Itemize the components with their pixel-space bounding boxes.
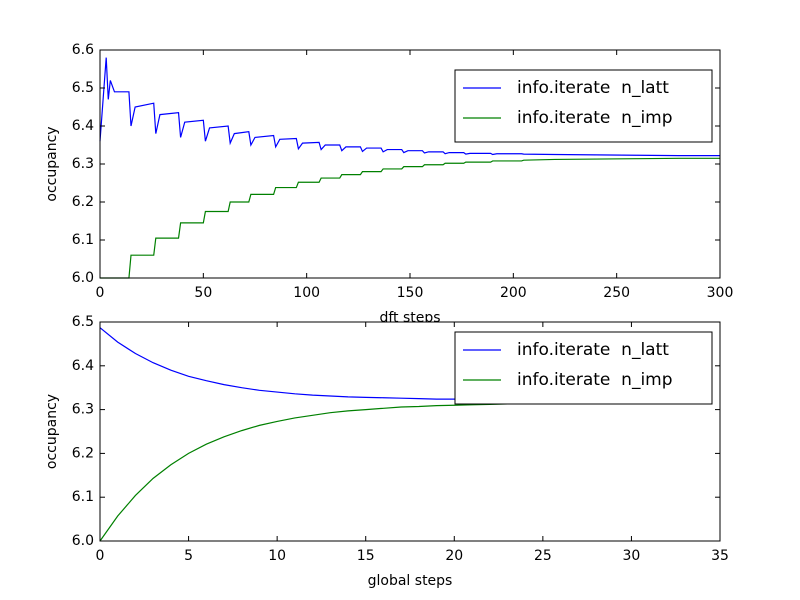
y-tick-label: 6.4 [72, 118, 94, 134]
x-tick-label: 15 [357, 548, 375, 564]
y-tick-label: 6.6 [72, 42, 94, 58]
series-line [100, 157, 720, 279]
y-tick-label: 6.0 [72, 533, 94, 549]
y-tick-label: 6.5 [72, 80, 94, 96]
x-tick-label: 200 [500, 285, 527, 301]
series-line [99, 57, 720, 157]
x-tick-label: 50 [194, 285, 212, 301]
y-axis-label: occupancy [44, 126, 60, 201]
x-tick-label: 150 [397, 285, 424, 301]
x-tick-label: 100 [293, 285, 320, 301]
y-tick-label: 6.2 [72, 445, 94, 461]
x-tick-label: 30 [623, 548, 641, 564]
legend-label: info.iterate n_latt [517, 340, 669, 360]
x-tick-label: 10 [268, 548, 286, 564]
y-tick-label: 6.3 [72, 402, 94, 418]
legend-box [454, 331, 713, 405]
y-tick-label: 6.1 [72, 489, 94, 505]
x-tick-label: 0 [96, 548, 105, 564]
y-tick-label: 6.2 [72, 194, 94, 210]
legend-box [454, 69, 713, 143]
x-tick-label: 25 [534, 548, 552, 564]
y-axis-label: occupancy [44, 394, 60, 469]
legend-label: info.iterate n_imp [517, 108, 673, 128]
axes-frame [99, 321, 721, 542]
x-axis-label: global steps [368, 573, 453, 589]
y-tick-label: 6.4 [72, 358, 94, 374]
x-tick-label: 5 [184, 548, 193, 564]
y-tick-label: 6.5 [72, 314, 94, 330]
x-tick-label: 20 [445, 548, 463, 564]
x-tick-label: 250 [603, 285, 630, 301]
y-tick-label: 6.1 [72, 232, 94, 248]
legend-label: info.iterate n_imp [517, 370, 673, 390]
x-tick-label: 0 [96, 285, 105, 301]
y-tick-label: 6.3 [72, 156, 94, 172]
x-tick-label: 300 [707, 285, 734, 301]
y-tick-label: 6.0 [72, 270, 94, 286]
x-tick-label: 35 [711, 548, 729, 564]
legend-label: info.iterate n_latt [517, 78, 669, 98]
